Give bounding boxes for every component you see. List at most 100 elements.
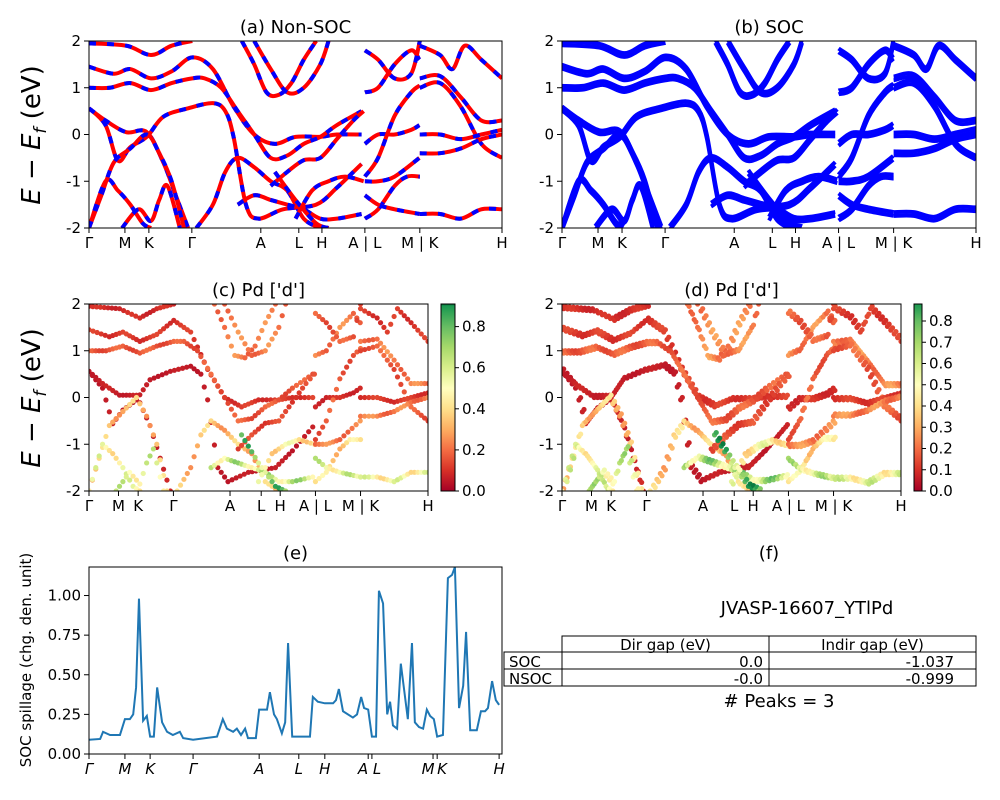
bands: [89, 41, 502, 228]
band-point: [306, 475, 312, 481]
x-tick-label: Γ: [661, 234, 670, 252]
band-point: [323, 320, 329, 326]
colorbar-tick-label: 0.6: [462, 359, 486, 377]
colorbar-tick-label: 0.4: [462, 400, 486, 418]
band-point: [730, 481, 736, 487]
band-line: [746, 168, 803, 228]
band-point: [374, 336, 380, 342]
band-point: [252, 413, 258, 419]
x-tick-label: L: [730, 497, 739, 515]
band-point: [137, 401, 143, 407]
band-point: [840, 308, 847, 314]
band-line: [837, 191, 894, 215]
band-point: [569, 327, 575, 333]
band-point: [316, 458, 322, 464]
y-tick-label: 0: [71, 126, 81, 144]
band-point: [357, 338, 364, 344]
band-point: [310, 474, 316, 480]
panel-title: (f): [759, 543, 779, 564]
band-point: [362, 308, 368, 314]
band-point: [225, 334, 231, 340]
band-point: [689, 311, 696, 317]
band-point: [370, 394, 376, 401]
colorbar-tick-label: 0.3: [929, 418, 953, 436]
y-tick-label: 1: [544, 342, 554, 360]
band-line-red: [89, 177, 152, 228]
band-point: [567, 467, 574, 473]
band-point: [825, 308, 831, 314]
band-point: [720, 344, 726, 350]
band-point: [323, 418, 329, 424]
colorbar-tick-label: 0.2: [462, 441, 486, 459]
band-point: [357, 304, 364, 307]
band-point: [710, 327, 716, 333]
band-point: [357, 306, 364, 312]
band-point: [127, 469, 133, 475]
band-point: [103, 444, 109, 450]
band-point: [577, 330, 583, 336]
band-point: [289, 448, 295, 454]
band-point: [259, 397, 266, 403]
band-point: [666, 334, 672, 340]
band-point: [157, 474, 163, 480]
band-point: [778, 383, 784, 389]
band-line: [892, 78, 976, 158]
band-point: [225, 308, 231, 314]
band-point: [849, 313, 855, 319]
band-line-blue: [419, 132, 502, 156]
band-line: [893, 204, 976, 219]
band-point: [862, 319, 869, 325]
band-point: [845, 310, 851, 316]
ylabel-sub: f: [31, 388, 51, 397]
band-point: [283, 304, 289, 307]
panel-title: (d) Pd ['d']: [684, 280, 779, 301]
band-point: [268, 465, 275, 471]
panel-d: [557, 303, 926, 496]
band-point: [340, 443, 346, 449]
band-point: [391, 357, 397, 363]
band-point: [140, 407, 146, 413]
x-tick-label: H: [319, 760, 330, 778]
x-tick-label: K: [437, 760, 448, 778]
band-point: [366, 474, 372, 480]
band-line: [837, 175, 894, 223]
band-point: [669, 445, 675, 451]
band-point: [345, 429, 351, 435]
band-point: [676, 429, 682, 436]
y-tick-label: 0.50: [48, 666, 81, 684]
band-point: [350, 310, 357, 316]
band-point: [669, 342, 675, 348]
band-point: [832, 304, 838, 309]
band-point: [201, 359, 207, 366]
colorbar: [440, 303, 456, 492]
band-point: [771, 392, 777, 398]
band-point: [171, 304, 177, 307]
x-tick-label: A: [698, 497, 709, 515]
y-tick-label: 1: [71, 79, 81, 97]
band-point: [594, 467, 601, 473]
band-point: [333, 334, 340, 340]
band-point: [255, 460, 262, 466]
band-point: [225, 479, 231, 485]
x-tick-label: L: [295, 234, 304, 252]
band-line-blue: [273, 170, 330, 228]
band-point: [238, 442, 245, 449]
band-point: [370, 313, 376, 319]
band-point: [354, 317, 360, 323]
band-point: [222, 427, 228, 433]
band-point: [225, 431, 231, 437]
y-axis-label: SOC spillage (chg. den. unit): [17, 553, 35, 768]
band-point: [337, 376, 343, 382]
band-point: [832, 420, 838, 426]
band-point: [286, 404, 292, 410]
band-point: [179, 365, 186, 371]
band-point: [228, 406, 234, 412]
band-point: [272, 304, 279, 307]
band-line-red: [419, 73, 502, 125]
band-point: [357, 348, 364, 354]
band-line-blue: [419, 127, 502, 142]
band-point: [578, 431, 584, 437]
band-point: [184, 470, 190, 477]
band-point: [140, 470, 146, 477]
band-point: [362, 474, 368, 480]
